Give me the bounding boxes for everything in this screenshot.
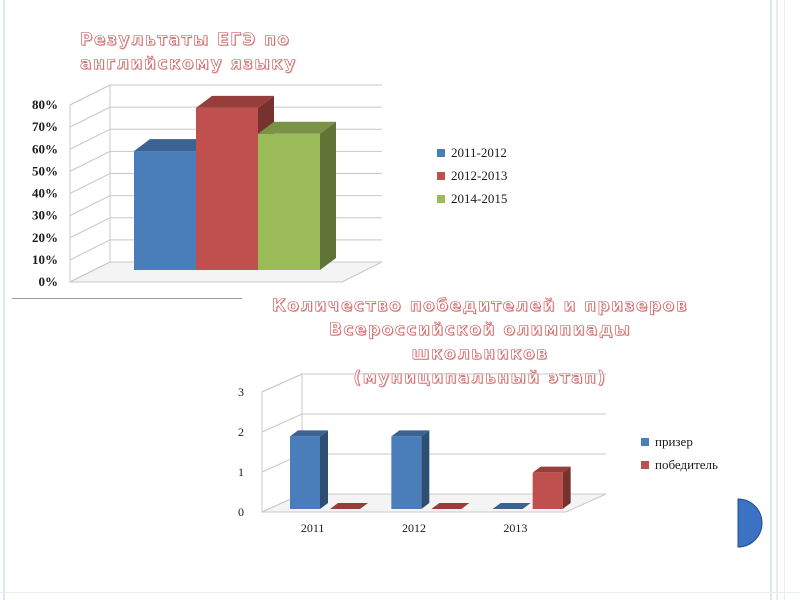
chart1-y-tick: 50% (32, 163, 58, 178)
legend-item: призер (641, 430, 718, 453)
chart2-gridline (261, 453, 606, 473)
chart1-y-tick: 0% (39, 274, 59, 289)
chart2-x-tick: 2013 (503, 521, 527, 535)
legend-swatch (437, 148, 445, 157)
chart2-gridline (261, 413, 606, 433)
chart2-gridline (261, 493, 606, 513)
legend-item: 2011-2012 (437, 141, 507, 164)
chart2-bar (330, 503, 368, 509)
chart2-x-tick: 2011 (301, 521, 325, 535)
chart1-y-tick: 20% (32, 230, 58, 245)
legend-item: победитель (641, 453, 718, 476)
chart1-gridline (69, 195, 382, 217)
frame-right-line-3 (784, 0, 785, 600)
chart1-y-tick: 80% (32, 97, 58, 112)
chart1-y-tick: 70% (32, 119, 58, 134)
chart2-y-tick: 0 (238, 505, 244, 519)
chart2-bar (290, 430, 328, 509)
chart2-title: Количество победителей и призеров Всерос… (271, 296, 689, 389)
chart2-bar (492, 503, 531, 509)
decorative-half-circle (737, 498, 763, 548)
chart2-bar (391, 430, 430, 509)
chart1-bar (196, 95, 274, 270)
chart1-gridline (69, 173, 382, 194)
legend-label: 2012-2013 (451, 167, 508, 183)
legend-label: 2014-2015 (451, 190, 508, 206)
legend-swatch (641, 437, 649, 446)
chart1-y-tick: 40% (32, 186, 58, 201)
chart1-side-wall (69, 84, 111, 283)
chart2-legend: призер победитель (641, 430, 718, 476)
chart2-bar (532, 466, 571, 509)
chart2-y-tick: 3 (238, 385, 244, 399)
legend-swatch (437, 194, 445, 203)
legend-label: победитель (655, 456, 718, 472)
frame-right-line-1 (770, 0, 772, 600)
legend-item: 2012-2013 (437, 164, 507, 187)
chart1-floor (69, 261, 383, 283)
chart1-gridline (69, 261, 382, 283)
chart2-y-tick: 2 (238, 425, 244, 439)
chart1-gridline (69, 84, 382, 106)
frame-right-line-2 (776, 0, 778, 600)
frame-left-line (3, 0, 5, 600)
chart1-bar (258, 121, 336, 270)
chart1-y-tick: 60% (32, 141, 58, 156)
chart1-gridline (69, 128, 382, 150)
chart1-gridline (69, 150, 382, 172)
legend-swatch (641, 460, 649, 469)
chart1-y-tick: 10% (32, 252, 58, 267)
chart1-gridline (69, 217, 382, 239)
chart2-x-tick: 2012 (402, 521, 426, 535)
chart2-side-wall (261, 373, 303, 513)
chart2-y-tick: 1 (238, 465, 244, 479)
chart1-underline (12, 298, 242, 299)
chart2-bar (431, 503, 470, 509)
legend-label: 2011-2012 (451, 144, 507, 160)
chart1-y-tick: 30% (32, 208, 58, 223)
frame-bottom-line (0, 592, 800, 593)
chart1-title: Результаты ЕГЭ по английскому языку (80, 30, 297, 75)
legend-item: 2014-2015 (437, 187, 507, 210)
chart1-bar (134, 139, 212, 270)
chart2-floor (261, 493, 607, 513)
chart1-legend: 2011-2012 2012-2013 2014-2015 (437, 141, 507, 210)
chart1-gridline (69, 106, 382, 128)
legend-swatch (437, 171, 445, 180)
chart1-gridline (69, 239, 382, 261)
legend-label: призер (655, 433, 693, 449)
